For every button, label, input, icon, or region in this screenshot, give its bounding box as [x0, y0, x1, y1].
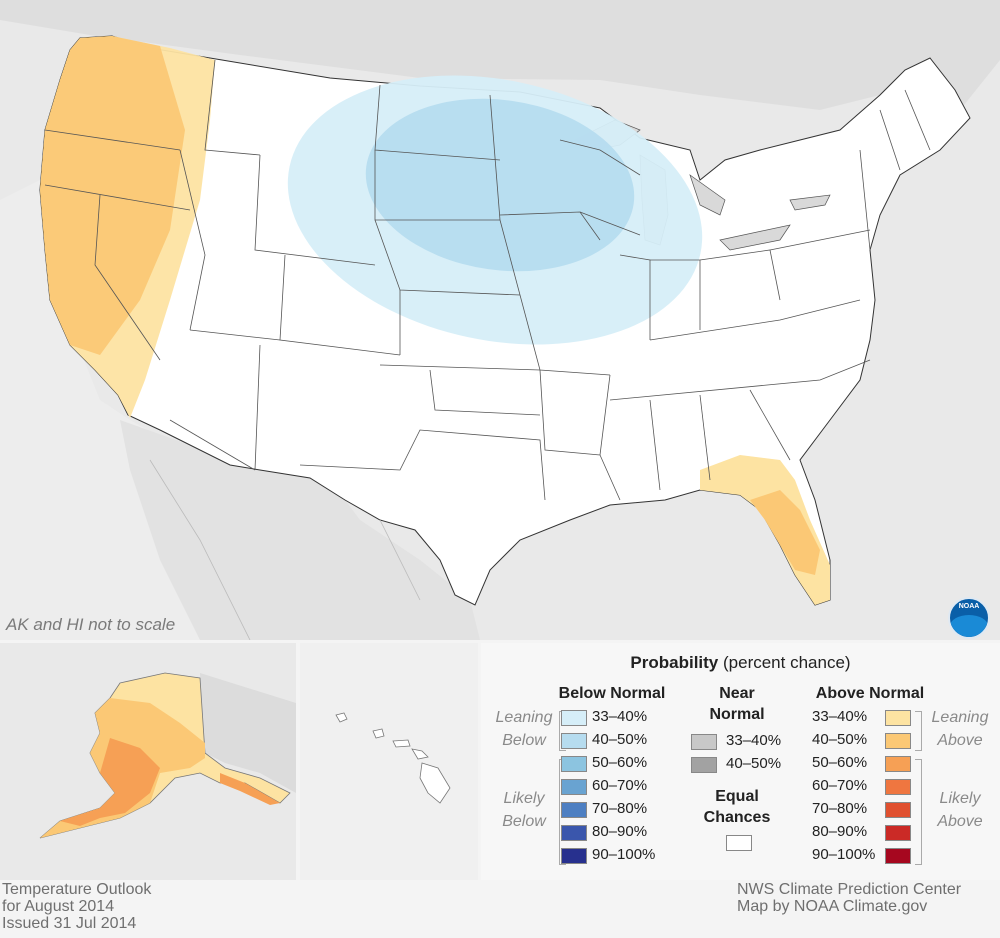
footer-left: Temperature Outlook for August 2014 Issu… — [2, 881, 151, 932]
leaning-above-label: Leaning Above — [923, 706, 997, 752]
below-swatch-5 — [561, 825, 587, 841]
below-swatch-0 — [561, 710, 587, 726]
leaning-above-bracket — [915, 711, 922, 751]
below-label-3: 60–70% — [592, 777, 648, 794]
above-swatch-4 — [885, 802, 911, 818]
above-swatch-2 — [885, 756, 911, 772]
above-label-3: 60–70% — [812, 777, 868, 794]
leaning-below-line-1: Leaning — [495, 709, 553, 726]
above-normal-heading: Above Normal — [815, 685, 925, 702]
leaning-below-label: Leaning Below — [485, 706, 563, 752]
outlook-period: for August 2014 — [2, 898, 115, 915]
below-label-1: 40–50% — [592, 731, 648, 748]
leaning-above-line-2: Above — [937, 732, 983, 749]
likely-below-line-2: Below — [502, 813, 546, 830]
likely-below-label: Likely Below — [485, 787, 563, 833]
likely-above-label: Likely Above — [923, 787, 997, 833]
below-swatch-4 — [561, 802, 587, 818]
above-swatch-0 — [885, 710, 911, 726]
below-label-0: 33–40% — [592, 708, 648, 725]
equal-chances-swatch — [726, 835, 752, 851]
leaning-above-line-1: Leaning — [931, 709, 989, 726]
near-normal-heading-2: Normal — [709, 706, 765, 723]
legend-title-bold: Probability — [630, 653, 719, 672]
near-label-1: 40–50% — [726, 755, 782, 772]
noaa-logo-text: NOAA — [958, 603, 980, 610]
footer-right: NWS Climate Prediction Center Map by NOA… — [737, 881, 961, 915]
below-swatch-2 — [561, 756, 587, 772]
below-swatch-6 — [561, 848, 587, 864]
above-swatch-6 — [885, 848, 911, 864]
outlook-title: Temperature Outlook — [2, 881, 152, 898]
conus-map: AK and HI not to scale NOAA — [0, 0, 1000, 641]
equal-chances-heading-1: Equal — [715, 788, 759, 805]
below-label-2: 50–60% — [592, 754, 648, 771]
above-label-6: 90–100% — [812, 846, 876, 863]
above-label-0: 33–40% — [812, 708, 868, 725]
above-swatch-3 — [885, 779, 911, 795]
below-normal-heading: Below Normal — [558, 685, 666, 702]
likely-below-line-1: Likely — [503, 790, 545, 807]
likely-above-bracket — [915, 759, 922, 865]
below-label-4: 70–80% — [592, 800, 648, 817]
likely-above-line-2: Above — [937, 813, 983, 830]
hawaii-inset — [300, 643, 478, 880]
near-swatch-0 — [691, 734, 717, 750]
above-swatch-5 — [885, 825, 911, 841]
legend: Probability (percent chance) Below Norma… — [481, 643, 1000, 880]
noaa-logo: NOAA — [948, 597, 990, 639]
below-swatch-3 — [561, 779, 587, 795]
leaning-below-line-2: Below — [502, 732, 546, 749]
below-label-5: 80–90% — [592, 823, 648, 840]
hawaii-map-graphic — [300, 643, 478, 880]
credit-climate-gov: Map by NOAA Climate.gov — [737, 898, 928, 915]
near-label-0: 33–40% — [726, 732, 782, 749]
legend-title-rest: (percent chance) — [723, 653, 851, 672]
below-label-6: 90–100% — [592, 846, 656, 863]
alaska-map-graphic — [0, 643, 296, 880]
legend-title: Probability (percent chance) — [481, 653, 1000, 673]
alaska-inset — [0, 643, 296, 880]
scale-note: AK and HI not to scale — [6, 615, 176, 634]
issue-date: Issued 31 Jul 2014 — [2, 915, 137, 932]
conus-map-graphic — [0, 0, 1000, 641]
likely-above-line-1: Likely — [939, 790, 981, 807]
equal-chances-heading-2: Chances — [703, 809, 771, 826]
noaa-bird-icon — [950, 615, 988, 637]
above-label-1: 40–50% — [812, 731, 868, 748]
near-swatch-1 — [691, 757, 717, 773]
credit-cpc: NWS Climate Prediction Center — [737, 881, 962, 898]
above-label-4: 70–80% — [812, 800, 868, 817]
below-swatch-1 — [561, 733, 587, 749]
above-label-2: 50–60% — [812, 754, 868, 771]
near-normal-heading-1: Near — [719, 685, 755, 702]
above-label-5: 80–90% — [812, 823, 868, 840]
above-swatch-1 — [885, 733, 911, 749]
